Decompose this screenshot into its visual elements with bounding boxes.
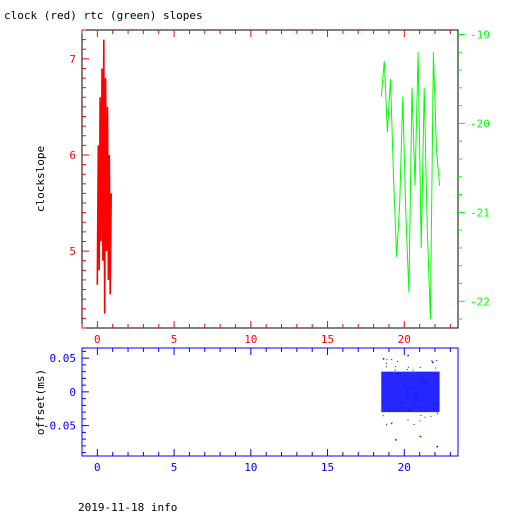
bottom-y-axis-label: offset(ms) (34, 369, 47, 435)
offset-point (435, 367, 437, 369)
offset-point (400, 401, 402, 403)
offset-outlier-point (431, 361, 434, 363)
top-y-tick-label: 6 (69, 149, 76, 162)
offset-point (415, 393, 417, 395)
offset-point (419, 366, 421, 368)
offset-point (389, 410, 391, 412)
offset-point (413, 392, 415, 394)
top-y2-tick-label: -20 (470, 117, 490, 130)
offset-point (397, 372, 399, 374)
offset-point (409, 387, 411, 389)
offset-point (388, 372, 390, 374)
offset-point (386, 358, 388, 360)
offset-point (385, 366, 387, 368)
offset-point (430, 415, 432, 417)
offset-point (406, 392, 408, 394)
top-y-tick-label: 5 (69, 245, 76, 258)
offset-point (385, 363, 387, 365)
offset-point (420, 406, 422, 408)
offset-outlier-point (419, 435, 422, 438)
clock-series-line (96, 39, 112, 314)
offset-point (436, 403, 438, 405)
offset-point (405, 388, 407, 390)
offset-outlier-point (407, 354, 409, 357)
offset-point (395, 365, 397, 367)
offset-point (401, 401, 403, 403)
top-x-tick-label: 0 (94, 333, 101, 346)
top-y2-tick-label: -19 (470, 28, 490, 41)
offset-point (412, 369, 414, 371)
bottom-x-tick-label: 0 (94, 461, 101, 474)
offset-outlier-point (395, 439, 397, 441)
top-y2-tick-label: -22 (470, 295, 490, 308)
bottom-x-tick-label: 15 (321, 461, 334, 474)
offset-point (407, 395, 409, 397)
offset-point (407, 366, 409, 368)
chart-title: clock (red) rtc (green) slopes (4, 9, 203, 22)
offset-point (394, 369, 396, 371)
top-x-tick-label: 20 (398, 333, 411, 346)
offset-point (407, 409, 409, 411)
offset-point (416, 398, 418, 400)
bottom-y-tick-label: 0 (69, 386, 76, 399)
offset-point (419, 420, 421, 422)
bottom-plot-frame (81, 347, 459, 457)
offset-point (396, 409, 398, 411)
offset-point (408, 409, 410, 411)
offset-point (406, 369, 408, 371)
offset-point (396, 361, 398, 363)
offset-point (433, 407, 435, 409)
offset-point (393, 399, 395, 401)
footer-label: 2019-11-18 info (78, 501, 177, 512)
offset-point (422, 378, 424, 380)
bottom-y-tick-label: 0.05 (50, 352, 77, 365)
offset-point (420, 414, 422, 416)
offset-point (424, 382, 426, 384)
bottom-y-tick-label: -0.05 (43, 420, 76, 433)
top-y-axis-label: clockslope (34, 146, 47, 212)
offset-point (397, 373, 399, 375)
bottom-x-tick-label: 5 (171, 461, 178, 474)
offset-point (391, 423, 393, 425)
offset-outlier-point (436, 445, 439, 448)
offset-point (425, 381, 427, 383)
top-plot-frame (81, 29, 459, 329)
bottom-x-tick-label: 10 (244, 461, 257, 474)
offset-point (431, 360, 433, 362)
offset-point (413, 403, 415, 405)
offset-point (407, 391, 409, 393)
offset-point (415, 395, 417, 397)
offset-point (384, 397, 386, 399)
offset-point (387, 409, 389, 411)
offset-point (420, 381, 422, 383)
offset-point (386, 424, 388, 426)
top-y-tick-label: 7 (69, 53, 76, 66)
offset-point (421, 375, 423, 377)
rtc-series-line (380, 52, 441, 320)
offset-point (407, 419, 409, 421)
offset-point (390, 373, 392, 375)
offset-outlier-point (382, 358, 385, 360)
offset-point (436, 360, 438, 362)
top-x-tick-label: 5 (171, 333, 178, 346)
top-y2-tick-label: -21 (470, 206, 490, 219)
top-x-tick-label: 15 (321, 333, 334, 346)
offset-point (388, 395, 390, 397)
offset-point (391, 422, 393, 424)
offset-point (382, 415, 384, 417)
offset-point (381, 401, 383, 403)
offset-point-band (381, 371, 440, 413)
offset-point (391, 359, 393, 361)
top-x-tick-label: 10 (244, 333, 257, 346)
offset-point (410, 409, 412, 411)
offset-point (424, 416, 426, 418)
offset-point (413, 423, 415, 425)
bottom-x-tick-label: 20 (398, 461, 411, 474)
offset-point (415, 397, 417, 399)
offset-point (437, 412, 439, 414)
